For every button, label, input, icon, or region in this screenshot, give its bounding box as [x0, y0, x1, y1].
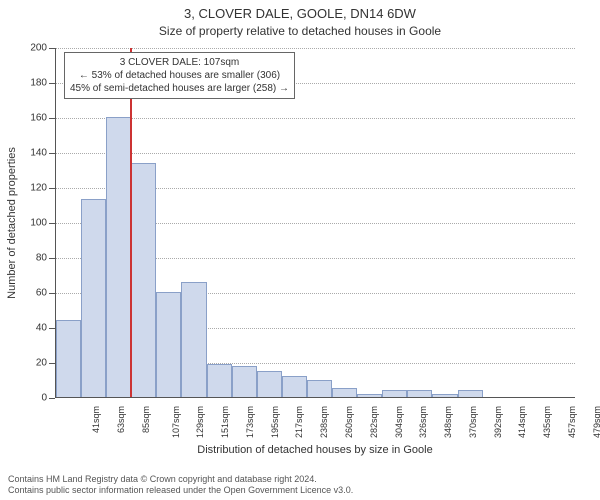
x-tick-label: 457sqm — [567, 406, 577, 438]
y-tick-label: 80 — [36, 253, 47, 264]
x-tick-label: 304sqm — [394, 406, 404, 438]
x-tick-label: 151sqm — [220, 406, 230, 438]
bar — [232, 366, 257, 398]
bar — [407, 390, 432, 397]
x-tick-label: 326sqm — [418, 406, 428, 438]
chart-subtitle: Size of property relative to detached ho… — [0, 24, 600, 38]
x-tick-label: 414sqm — [517, 406, 527, 438]
x-tick-label: 85sqm — [141, 406, 151, 433]
chart-title: 3, CLOVER DALE, GOOLE, DN14 6DW — [0, 6, 600, 21]
y-axis-ticks: 020406080100120140160180200 — [0, 48, 55, 398]
x-tick-label: 217sqm — [295, 406, 305, 438]
x-tick-label: 260sqm — [344, 406, 354, 438]
x-axis-ticks: 41sqm 63sqm 85sqm 107sqm 129sqm 151sqm 173sqm 1… — [55, 398, 575, 448]
y-tick-label: 180 — [30, 78, 47, 89]
bar — [156, 292, 181, 397]
attribution-line-1: Contains HM Land Registry data © Crown c… — [8, 474, 592, 485]
attribution: Contains HM Land Registry data © Crown c… — [8, 474, 592, 496]
histogram-chart: 3, CLOVER DALE, GOOLE, DN14 6DW Size of … — [0, 0, 600, 500]
x-tick-label: 195sqm — [270, 406, 280, 438]
y-tick-label: 120 — [30, 183, 47, 194]
y-tick-label: 100 — [30, 218, 47, 229]
x-tick-label: 238sqm — [319, 406, 329, 438]
attribution-line-2: Contains public sector information relea… — [8, 485, 592, 496]
annotation-line-3: 45% of semi-detached houses are larger (… — [70, 82, 289, 95]
y-tick-label: 60 — [36, 288, 47, 299]
annotation-line-1: 3 CLOVER DALE: 107sqm — [70, 56, 289, 69]
bar — [382, 390, 407, 397]
x-tick-label: 435sqm — [542, 406, 552, 438]
x-tick-label: 479sqm — [592, 406, 600, 438]
y-tick-label: 40 — [36, 323, 47, 334]
bar — [307, 380, 332, 398]
bar — [207, 364, 232, 397]
plot-area: 3 CLOVER DALE: 107sqm ← 53% of detached … — [55, 48, 575, 398]
bar — [257, 371, 282, 397]
annotation-box: 3 CLOVER DALE: 107sqm ← 53% of detached … — [64, 52, 295, 99]
x-tick-label: 129sqm — [195, 406, 205, 438]
bar — [131, 163, 156, 398]
bar — [332, 388, 357, 397]
bar — [282, 376, 307, 397]
bar — [357, 394, 382, 398]
annotation-line-2: ← 53% of detached houses are smaller (30… — [70, 69, 289, 82]
y-tick-label: 140 — [30, 148, 47, 159]
marker-line — [130, 48, 132, 397]
x-axis-label: Distribution of detached houses by size … — [55, 444, 575, 456]
x-tick-label: 282sqm — [369, 406, 379, 438]
bar — [81, 199, 106, 397]
y-tick-label: 20 — [36, 358, 47, 369]
bar — [432, 394, 457, 398]
x-tick-label: 348sqm — [443, 406, 453, 438]
x-tick-label: 63sqm — [116, 406, 126, 433]
bar — [106, 117, 131, 397]
x-tick-label: 41sqm — [91, 406, 101, 433]
x-tick-label: 392sqm — [493, 406, 503, 438]
bars-group — [56, 48, 575, 397]
y-tick-label: 0 — [41, 393, 47, 404]
y-tick-label: 200 — [30, 43, 47, 54]
x-tick-label: 173sqm — [245, 406, 255, 438]
bar — [458, 390, 483, 397]
x-tick-label: 370sqm — [468, 406, 478, 438]
bar — [56, 320, 81, 397]
x-tick-label: 107sqm — [171, 406, 181, 438]
y-tick-label: 160 — [30, 113, 47, 124]
bar — [181, 282, 206, 398]
